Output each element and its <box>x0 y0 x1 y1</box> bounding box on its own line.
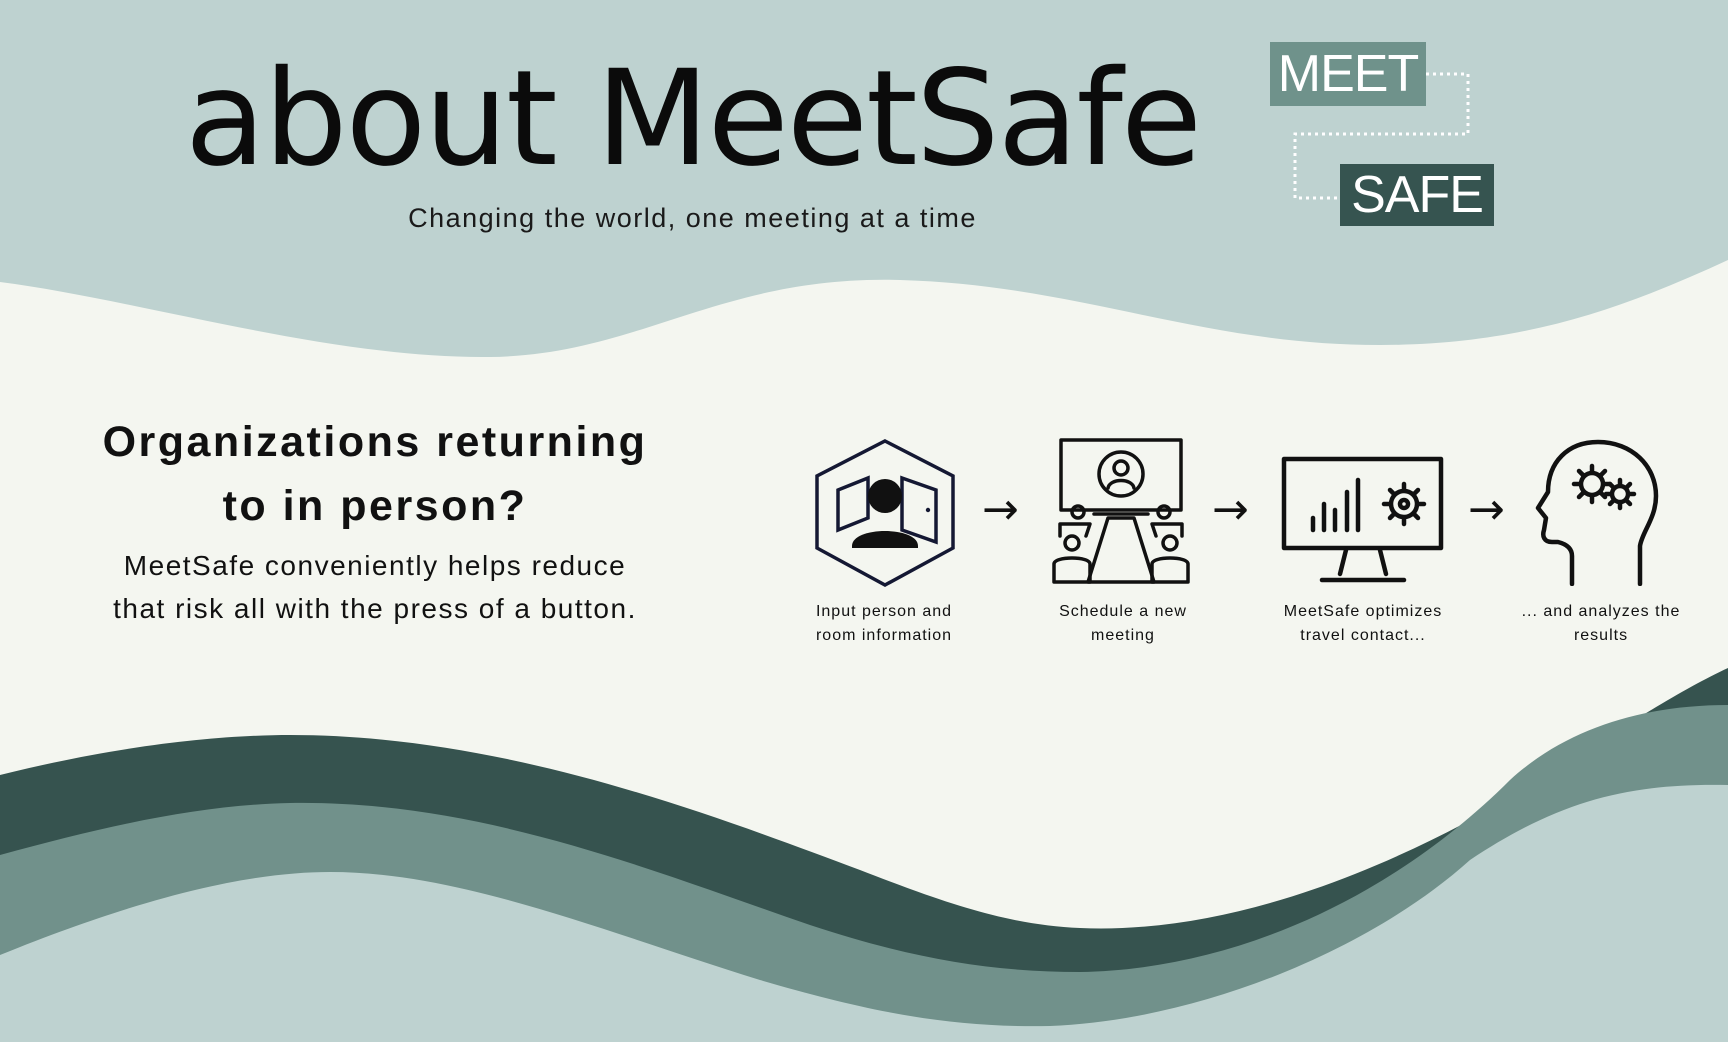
pitch-heading-line-2: to in person? <box>222 482 528 530</box>
pitch-body: MeetSafe conveniently helps reduce that … <box>60 544 690 630</box>
analytics-monitor-icon <box>1281 456 1444 583</box>
step-arrow-3: → <box>1468 484 1505 535</box>
step-label-4: ... and analyzes the results <box>1521 603 1681 644</box>
head-gears-icon <box>1535 439 1659 586</box>
page-title: about MeetSafe <box>184 42 1202 196</box>
pitch-heading: Organizations returning to in person? <box>60 410 690 538</box>
pitch-body-line-2: that risk all with the press of a button… <box>113 593 637 624</box>
logo-meet-box: MEET <box>1270 42 1426 106</box>
pitch-body-line-1: MeetSafe conveniently helps reduce <box>123 550 627 581</box>
step-label-2: Schedule a new meeting <box>1059 603 1187 644</box>
meeting-room-icon <box>1052 438 1190 584</box>
page-subtitle: Changing the world, one meeting at a tim… <box>408 203 977 233</box>
bottom-wave-light <box>0 784 1728 1042</box>
logo-connector <box>1293 72 1470 200</box>
pitch-heading-line-1: Organizations returning <box>102 418 648 466</box>
step-arrow-1: → <box>982 484 1019 535</box>
person-in-door-icon <box>815 439 955 587</box>
meetsafe-logo: MEET SAFE <box>1268 40 1508 240</box>
step-label-1: Input person and room information <box>815 603 953 644</box>
step-label-3: MeetSafe optimizes travel contact... <box>1283 603 1443 644</box>
step-arrow-2: → <box>1212 484 1249 535</box>
logo-safe-box: SAFE <box>1340 164 1494 226</box>
